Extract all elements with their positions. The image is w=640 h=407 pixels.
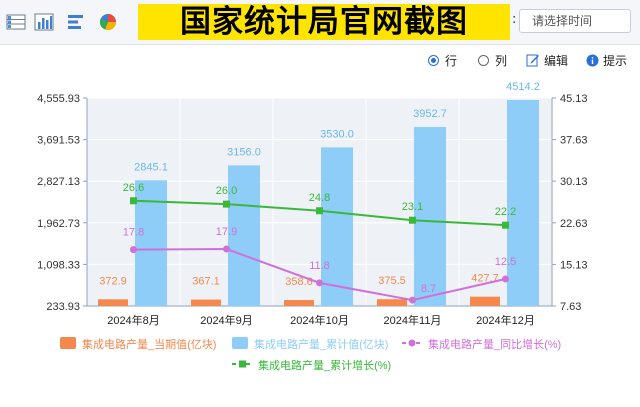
bar-cumulative-label: 4514.2 [506,81,540,93]
y-right-tick-label: 7.63 [560,301,581,313]
bar-current-label: 372.9 [99,275,127,287]
bar-current [98,299,128,306]
bar-cumulative [135,180,167,306]
legend-label: 集成电路产量_当期值(亿块) [82,337,216,351]
time-colon: : [512,12,517,27]
x-tick-label: 2024年8月 [107,313,160,327]
y-left-tick-label: 2,827.13 [37,176,80,188]
horizontal-bar-icon[interactable] [64,11,88,33]
pie-chart-icon[interactable] [96,11,120,33]
x-tick-label: 2024年12月 [476,313,535,327]
table-icon[interactable] [4,11,28,33]
y-left-tick-label: 1,098.33 [37,259,80,271]
point-yoy [409,296,416,304]
point-cum-growth-label: 26.6 [123,182,144,194]
col-option[interactable]: 列 [478,51,507,69]
bar-cumulative-label: 3156.0 [227,146,261,158]
y-left-tick-label: 3,691.53 [37,135,80,147]
col-radio[interactable] [478,54,489,66]
bar-current-label: 375.5 [378,275,406,287]
bar-current-label: 358.6 [285,276,313,288]
point-yoy-label: 12.5 [495,256,516,268]
legend-label: 集成电路产量_同比增长(%) [428,337,561,351]
point-cum-growth-label: 26.0 [216,185,237,197]
legend-swatch-marker [408,339,416,347]
y-right-tick-label: 30.13 [560,176,588,188]
screenshot-banner: 国家统计局官网截图 [138,4,510,40]
point-cum-growth [409,216,416,224]
legend-swatch [232,337,248,349]
point-yoy-label: 11.8 [309,260,330,272]
time-select[interactable]: 请选择时间 [519,9,631,33]
point-yoy-label: 17.9 [216,226,237,238]
y-left-tick-label: 4,555.93 [37,93,80,105]
line-cum-growth [133,199,506,227]
edit-label: 编辑 [544,53,569,68]
point-cum-growth [223,200,230,208]
row-label: 行 [445,53,458,68]
point-cum-growth [502,221,509,229]
bar-current [470,296,500,306]
y-right-tick-label: 22.63 [560,218,588,230]
bar-current [377,299,407,306]
point-yoy [130,246,137,254]
row-option[interactable]: 行 [428,51,457,69]
point-cum-growth [316,207,323,215]
legend-swatch [60,337,76,349]
y-left-tick-label: 1,962.73 [37,218,80,230]
y-right-tick-label: 15.13 [560,259,588,271]
plot-area [87,98,552,306]
line-yoy [133,248,506,302]
legend-label: 集成电路产量_累计增长(%) [258,358,391,372]
toolbar: 国家统计局官网截图 : 请选择时间 [0,0,640,45]
x-tick-label: 2024年9月 [200,313,253,327]
edit-icon [526,54,539,67]
point-yoy-label: 8.7 [421,283,436,295]
col-label: 列 [495,53,508,68]
bar-current-label: 427.7 [471,273,499,285]
x-tick-label: 2024年10月 [290,313,349,327]
point-cum-growth-label: 24.8 [309,192,330,204]
bar-cumulative [321,147,353,306]
bar-cumulative-label: 3952.7 [413,108,447,120]
y-left-tick-label: 233.93 [46,301,80,313]
point-cum-growth-label: 22.2 [495,206,516,218]
bar-cumulative [414,127,446,306]
hint-label: 提示 [603,53,628,68]
bar-chart-icon[interactable] [32,11,56,33]
info-icon [586,54,599,66]
point-yoy [502,275,509,283]
edit-button[interactable]: 编辑 [526,51,568,69]
point-cum-growth-label: 23.1 [402,201,423,213]
point-yoy [223,245,230,253]
bar-cumulative-label: 3530.0 [320,128,354,140]
bar-cumulative [228,165,260,306]
hint-button[interactable]: 提示 [586,51,627,69]
legend-label: 集成电路产量_累计值(亿块) [254,337,388,351]
bar-current [284,300,314,306]
bar-cumulative [507,100,539,306]
bar-current-label: 367.1 [192,276,220,288]
y-right-tick-label: 45.13 [560,93,588,105]
point-cum-growth [130,197,137,205]
point-yoy-label: 17.8 [123,227,144,239]
legend-swatch-marker [239,360,246,368]
x-tick-label: 2024年11月 [384,313,442,327]
point-yoy [316,279,323,287]
bar-cumulative-label: 2845.1 [134,161,168,173]
bar-current [191,299,221,306]
y-right-tick-label: 37.63 [560,135,588,147]
row-radio[interactable] [428,54,439,66]
